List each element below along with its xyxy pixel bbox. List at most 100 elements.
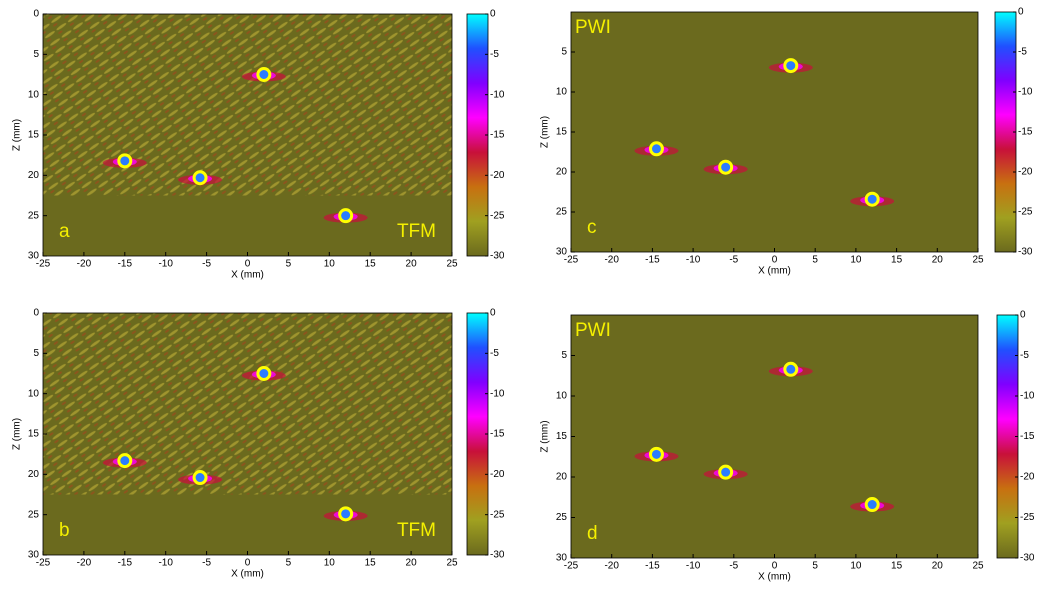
colorbar-tick-label: -30 bbox=[1020, 553, 1035, 564]
y-tick-label: 15 bbox=[556, 127, 568, 138]
x-tick-label: 10 bbox=[324, 259, 336, 270]
panel-label: b bbox=[59, 520, 70, 541]
reflector-marker bbox=[718, 464, 734, 480]
x-tick-label: 15 bbox=[891, 561, 903, 572]
reflector-marker bbox=[648, 141, 664, 157]
x-tick-label: 25 bbox=[972, 255, 984, 266]
y-tick-label: 25 bbox=[28, 210, 40, 221]
reflector-marker bbox=[648, 446, 664, 462]
y-tick-label: 15 bbox=[28, 429, 40, 440]
x-tick-label: -25 bbox=[564, 561, 579, 572]
colorbar-tick-label: -15 bbox=[1018, 127, 1033, 138]
y-tick-label: 0 bbox=[33, 9, 39, 20]
x-tick-label: -10 bbox=[158, 259, 173, 270]
x-tick-label: 0 bbox=[772, 561, 778, 572]
colorbar-tick-label: -25 bbox=[490, 210, 505, 221]
x-tick-label: 5 bbox=[286, 558, 292, 569]
x-tick-label: 10 bbox=[850, 561, 862, 572]
method-label: PWI bbox=[575, 17, 611, 38]
colorbar-tick-label: -10 bbox=[1020, 391, 1035, 402]
colorbar bbox=[996, 314, 1019, 559]
image-texture bbox=[43, 313, 452, 495]
y-tick-label: 15 bbox=[556, 431, 568, 442]
colorbar bbox=[466, 13, 489, 257]
colorbar bbox=[994, 11, 1017, 253]
x-axis-label: X (mm) bbox=[231, 270, 264, 281]
x-tick-label: -10 bbox=[686, 561, 701, 572]
reflector-marker bbox=[783, 58, 799, 74]
x-tick-label: -20 bbox=[77, 558, 92, 569]
x-tick-label: 0 bbox=[245, 259, 251, 270]
y-axis-label: Z (mm) bbox=[540, 116, 551, 148]
y-tick-label: 15 bbox=[28, 130, 40, 141]
reflector-marker bbox=[117, 153, 133, 169]
y-tick-label: 30 bbox=[556, 247, 568, 258]
y-tick-label: 5 bbox=[33, 49, 39, 60]
y-tick-label: 20 bbox=[556, 472, 568, 483]
colorbar-tick-label: -20 bbox=[1018, 167, 1033, 178]
colorbar-tick-label: 0 bbox=[490, 308, 496, 319]
x-tick-label: 5 bbox=[812, 255, 818, 266]
x-tick-label: -20 bbox=[77, 259, 92, 270]
image-background bbox=[571, 12, 978, 252]
colorbar-tick-label: -25 bbox=[490, 509, 505, 520]
y-tick-label: 10 bbox=[28, 388, 40, 399]
colorbar-tick-label: 0 bbox=[1018, 7, 1024, 18]
x-axis-label: X (mm) bbox=[758, 572, 791, 583]
colorbar-tick-label: -30 bbox=[490, 550, 505, 561]
x-tick-label: -20 bbox=[604, 255, 619, 266]
colorbar-tick-label: -25 bbox=[1018, 207, 1033, 218]
colorbar-tick-label: -15 bbox=[490, 130, 505, 141]
x-tick-label: 10 bbox=[850, 255, 862, 266]
method-label: TFM bbox=[397, 520, 436, 541]
colorbar bbox=[466, 312, 489, 556]
x-tick-label: -10 bbox=[686, 255, 701, 266]
colorbar-tick-label: -30 bbox=[490, 251, 505, 262]
colorbar-tick-label: -5 bbox=[490, 348, 499, 359]
colorbar-tick-label: -20 bbox=[490, 469, 505, 480]
reflector-marker bbox=[338, 506, 354, 522]
y-tick-label: 5 bbox=[561, 350, 567, 361]
reflector-marker bbox=[338, 208, 354, 224]
x-tick-label: 5 bbox=[286, 259, 292, 270]
colorbar-tick-label: -10 bbox=[490, 388, 505, 399]
colorbar-tick-label: -5 bbox=[1018, 47, 1027, 58]
x-tick-label: -5 bbox=[202, 259, 211, 270]
colorbar-tick-label: 0 bbox=[490, 9, 496, 20]
x-tick-label: -5 bbox=[202, 558, 211, 569]
y-tick-label: 10 bbox=[28, 89, 40, 100]
x-tick-label: 0 bbox=[772, 255, 778, 266]
x-tick-label: -15 bbox=[118, 558, 133, 569]
x-axis-label: X (mm) bbox=[758, 266, 791, 277]
x-tick-label: 20 bbox=[406, 558, 418, 569]
y-tick-label: 30 bbox=[28, 251, 40, 262]
image-texture bbox=[43, 14, 452, 196]
method-label: TFM bbox=[397, 221, 436, 242]
x-tick-label: 20 bbox=[406, 259, 418, 270]
x-tick-label: -10 bbox=[158, 558, 173, 569]
y-axis-label: Z (mm) bbox=[12, 119, 23, 151]
x-tick-label: 25 bbox=[446, 558, 458, 569]
x-tick-label: 0 bbox=[245, 558, 251, 569]
reflector-marker bbox=[718, 159, 734, 175]
colorbar-tick-label: -25 bbox=[1020, 512, 1035, 523]
image-background bbox=[571, 315, 978, 558]
x-tick-label: 25 bbox=[972, 561, 984, 572]
x-tick-label: -25 bbox=[36, 259, 51, 270]
colorbar-tick-label: -10 bbox=[490, 89, 505, 100]
colorbar-tick-label: -5 bbox=[1020, 350, 1029, 361]
y-tick-label: 10 bbox=[556, 87, 568, 98]
reflector-marker bbox=[256, 67, 272, 82]
x-tick-label: 15 bbox=[891, 255, 903, 266]
x-tick-label: 15 bbox=[365, 259, 377, 270]
y-tick-label: 0 bbox=[33, 308, 39, 319]
x-tick-label: -5 bbox=[729, 255, 738, 266]
x-tick-label: -15 bbox=[645, 255, 660, 266]
x-tick-label: 20 bbox=[932, 255, 944, 266]
x-tick-label: -15 bbox=[645, 561, 660, 572]
y-tick-label: 25 bbox=[556, 207, 568, 218]
y-tick-label: 30 bbox=[556, 553, 568, 564]
y-axis-label: Z (mm) bbox=[12, 418, 23, 450]
